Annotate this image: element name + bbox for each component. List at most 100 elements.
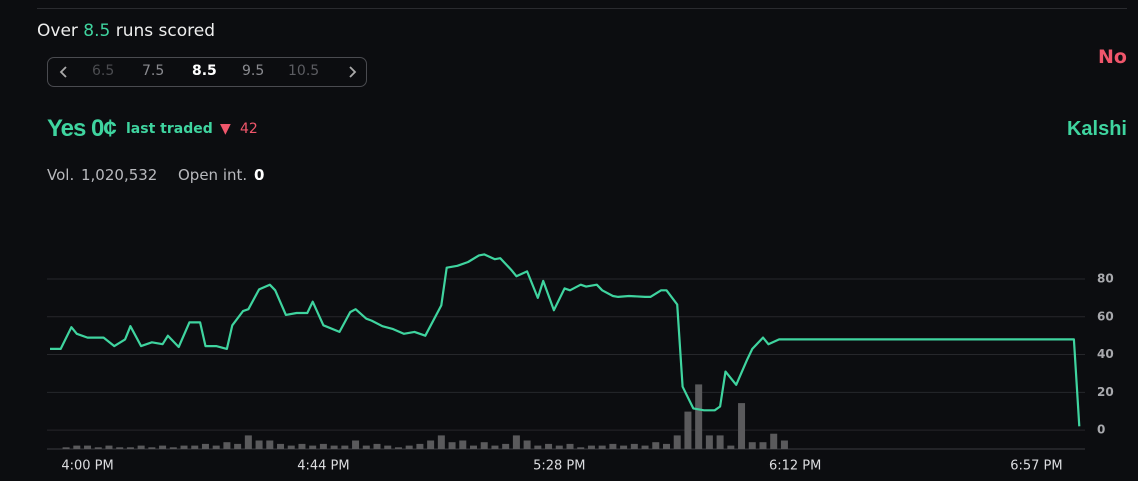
volume-bar [759, 442, 767, 449]
volume-bar [470, 445, 478, 449]
volume-bar [566, 443, 574, 449]
volume-bar [266, 440, 274, 449]
volume-bar [287, 445, 295, 449]
volume: 1,020,532 [81, 166, 158, 184]
volume-bar [362, 445, 370, 449]
y-tick-label: 40 [1097, 347, 1114, 361]
volume-bar [545, 443, 553, 449]
volume-bar [191, 445, 199, 449]
side-price: Yes 0¢ [47, 115, 117, 142]
volume-bar [116, 447, 124, 449]
volume-bar [373, 443, 381, 449]
volume-bar [73, 445, 81, 449]
volume-label: Vol. [47, 166, 75, 184]
volume-bar [780, 440, 788, 449]
y-tick-label: 20 [1097, 385, 1114, 399]
volume-bar [716, 435, 724, 449]
volume-bar [201, 443, 209, 449]
volume-bar [437, 435, 445, 449]
volume-bar [587, 445, 595, 449]
volume-bar [126, 447, 134, 449]
x-tick-label: 6:57 PM [1010, 459, 1062, 474]
volume-bar [673, 435, 681, 449]
volume-bar [512, 435, 520, 449]
volume-bar [180, 445, 188, 449]
volume-bar [244, 435, 252, 449]
volume-bar [748, 442, 756, 449]
volume-bar [212, 445, 220, 449]
volume-bar [384, 445, 392, 449]
y-tick-label: 60 [1097, 309, 1114, 323]
title-suffix: runs scored [115, 21, 216, 41]
volume-bar [705, 435, 713, 449]
strike-selector: 6.5 7.5 8.5 9.5 10.5 [47, 57, 367, 87]
volume-bar [641, 445, 649, 449]
volume-bar [555, 445, 563, 449]
side-label[interactable]: No [1098, 46, 1127, 68]
volume-bar [480, 442, 488, 449]
open-interest-label: Open int. [178, 166, 248, 184]
change: 42 [240, 121, 258, 137]
volume-bar [727, 445, 735, 449]
volume-bar [341, 445, 349, 449]
volume-bar [770, 433, 778, 449]
volume-bar [352, 440, 360, 449]
top-rule [37, 8, 1127, 9]
last-traded-label: last traded [126, 121, 213, 137]
volume-bar [319, 443, 327, 449]
volume-bar [652, 442, 660, 449]
volume-bar [62, 447, 70, 449]
volume-bar [534, 445, 542, 449]
prev-arrow[interactable] [59, 66, 69, 78]
volume-bar [630, 443, 638, 449]
market-title: Over 8.5 runs scored [37, 21, 215, 41]
volume-bar [598, 445, 606, 449]
y-tick-label: 0 [1097, 423, 1105, 437]
volume-bar [330, 445, 338, 449]
volume-bar [695, 384, 703, 449]
change-arrow: ▼ [220, 121, 231, 137]
volume-bar [609, 443, 617, 449]
x-tick-label: 6:12 PM [769, 459, 821, 474]
x-tick-label: 4:44 PM [297, 459, 349, 474]
volume-bar [298, 443, 306, 449]
volume-bar [159, 445, 167, 449]
volume-bar [148, 447, 156, 449]
volume-bar [738, 403, 746, 449]
open-interest: 0 [254, 166, 265, 184]
title-prefix: Over [37, 21, 78, 41]
volume-bar [137, 445, 145, 449]
volume-bar [491, 445, 499, 449]
volume-bar [405, 445, 413, 449]
title-line: 8.5 [83, 21, 111, 41]
price-line [50, 253, 1081, 427]
volume-bar [502, 443, 510, 449]
volume-bar [223, 442, 231, 449]
volume-bar [427, 440, 435, 449]
volume-bar [394, 447, 402, 449]
volume-bar [684, 411, 692, 449]
volume-bar [523, 440, 531, 449]
volume-bar [94, 447, 102, 449]
volume-bar [309, 445, 317, 449]
strike[interactable]: 10.5 [288, 63, 320, 79]
volume-bar [662, 443, 670, 449]
volume-bar [416, 443, 424, 449]
volume-bar [234, 443, 242, 449]
volume-bar [255, 440, 263, 449]
strike[interactable]: 9.5 [242, 63, 265, 79]
next-arrow[interactable] [347, 66, 357, 78]
volume-bar [459, 440, 467, 449]
exchange: Kalshi [1066, 118, 1127, 140]
volume-bar [277, 443, 285, 449]
strike[interactable]: 6.5 [92, 63, 115, 79]
y-tick-label: 80 [1097, 272, 1114, 286]
volume-bar [448, 442, 456, 449]
volume-bar [84, 445, 92, 449]
strike[interactable]: 7.5 [142, 63, 165, 79]
volume-bar [620, 445, 628, 449]
volume-bar [577, 447, 585, 449]
x-tick-label: 5:28 PM [533, 459, 585, 474]
strike-selected[interactable]: 8.5 [192, 63, 217, 79]
